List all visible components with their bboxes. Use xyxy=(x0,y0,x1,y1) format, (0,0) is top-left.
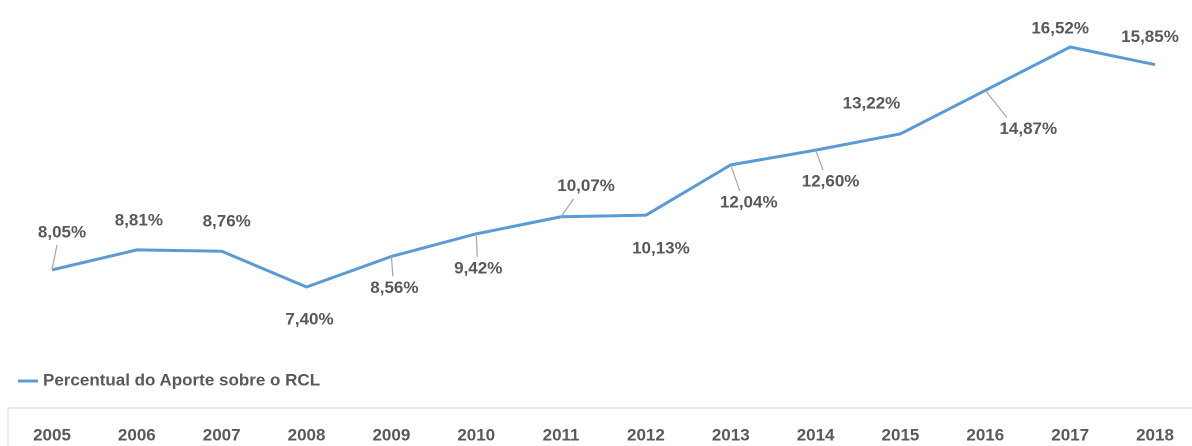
data-label: 7,40% xyxy=(285,309,333,328)
data-label: 10,13% xyxy=(632,239,690,258)
data-label: 8,56% xyxy=(370,278,418,297)
x-tick-label: 2005 xyxy=(33,425,71,444)
data-label: 12,60% xyxy=(802,172,860,191)
leader-line xyxy=(475,233,478,257)
data-label: 14,87% xyxy=(999,119,1057,138)
x-tick-label: 2012 xyxy=(627,425,665,444)
data-label: 8,05% xyxy=(38,222,86,241)
leader-line xyxy=(984,90,1008,118)
leader-line xyxy=(390,256,394,277)
leader-line xyxy=(560,198,575,218)
x-tick-label: 2017 xyxy=(1051,425,1089,444)
x-tick-label: 2016 xyxy=(966,425,1004,444)
legend-label: Percentual do Aporte sobre o RCL xyxy=(43,370,320,389)
category-table xyxy=(7,407,1192,446)
data-label: 10,07% xyxy=(557,176,615,195)
x-tick-label: 2010 xyxy=(457,425,495,444)
x-tick-label: 2011 xyxy=(543,425,580,444)
data-line xyxy=(51,45,1156,289)
x-tick-label: 2007 xyxy=(203,425,241,444)
data-label: 13,22% xyxy=(843,93,901,112)
data-label: 9,42% xyxy=(454,258,502,277)
data-label: 16,52% xyxy=(1031,18,1089,37)
data-label: 15,85% xyxy=(1121,27,1179,46)
x-tick-label: 2013 xyxy=(712,425,750,444)
leader-line xyxy=(815,149,824,171)
x-tick-label: 2018 xyxy=(1136,425,1174,444)
x-tick-label: 2009 xyxy=(372,425,410,444)
leader-line xyxy=(51,244,58,271)
x-tick-label: 2014 xyxy=(797,425,835,444)
data-label: 8,76% xyxy=(203,212,251,231)
leader-line xyxy=(730,164,741,192)
x-tick-label: 2006 xyxy=(118,425,156,444)
data-label: 8,81% xyxy=(115,210,163,229)
data-label: 12,04% xyxy=(720,192,778,211)
x-tick-label: 2015 xyxy=(882,425,920,444)
x-tick-label: 2008 xyxy=(288,425,326,444)
